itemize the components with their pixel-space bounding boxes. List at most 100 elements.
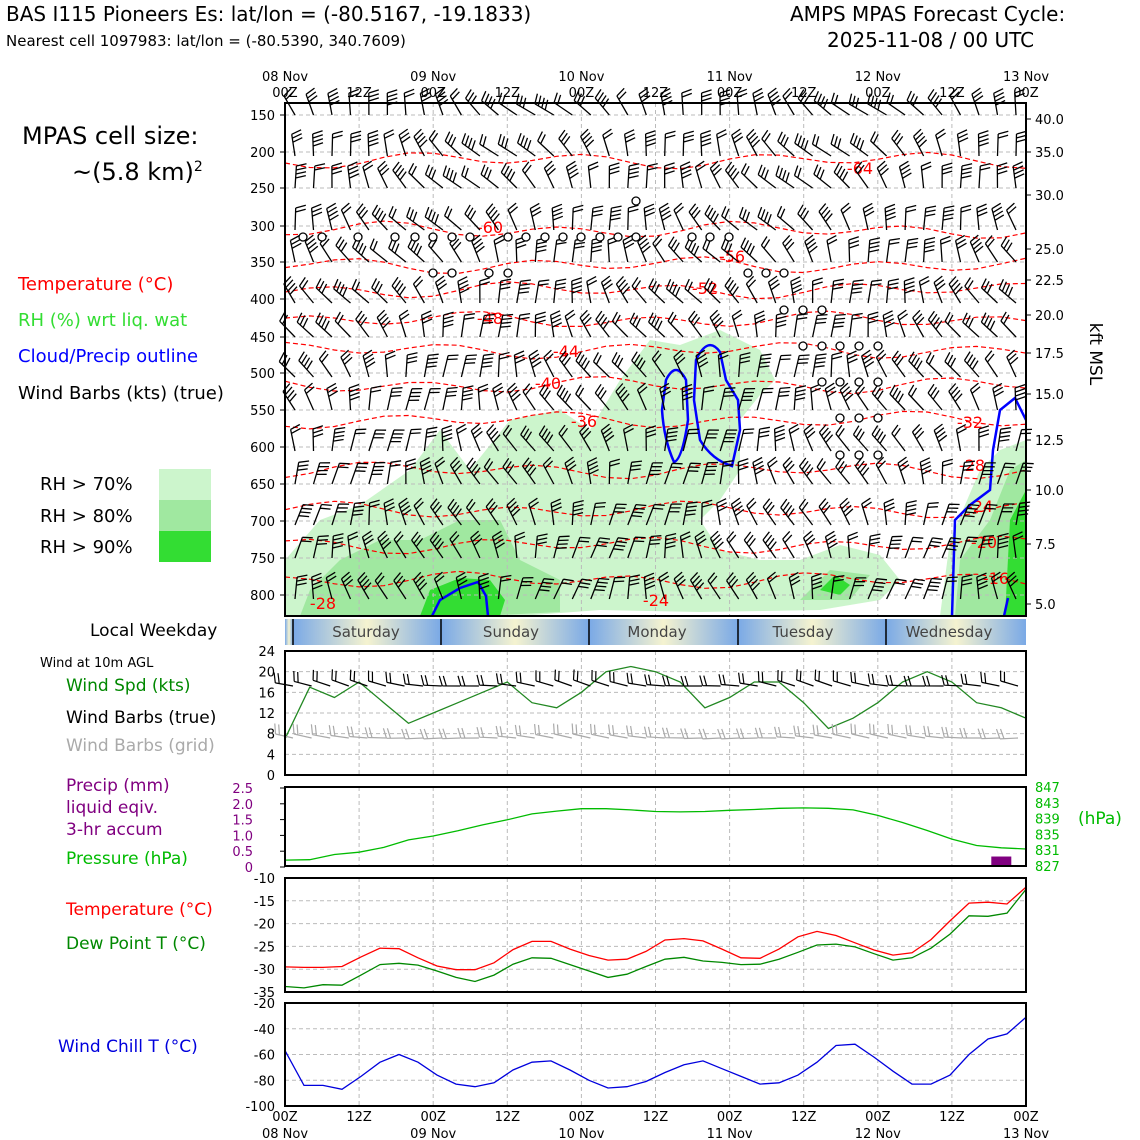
pressure-tick: 550 [250,404,275,419]
bottom-date-label: 08 Nov [262,1127,308,1140]
calm-wind-circle [631,196,641,206]
wind-barb [347,531,359,559]
wind-barb [335,236,351,263]
wind-barb [564,456,577,485]
wind-barb [679,161,692,189]
wind-barb [455,571,468,600]
wind-barb [528,349,542,378]
wind-barb [491,530,505,559]
wind-barb [818,424,834,452]
wind-barb [645,535,662,559]
wind-barb [608,162,620,189]
wind-barb [368,499,380,526]
calm-wind-circle [465,232,475,242]
kft-tick: 22.5 [1035,274,1064,289]
wind-barb [991,202,1005,231]
calm-wind-circle [854,341,864,351]
ws-tick: 12 [258,707,275,722]
wind-barb [861,497,872,526]
wind-barb [376,309,391,338]
wind-barb [695,349,709,378]
wind-barb [757,206,777,231]
wind-barb [587,161,599,189]
wind-barb [492,382,505,411]
wind-barb [977,130,989,157]
wind-barb [575,351,592,378]
wind-barb [684,237,703,263]
wind-barb [745,571,761,600]
top-date-label: 12 Nov [855,70,901,85]
wind-barb [457,675,479,687]
wind-barb [766,571,778,600]
wind-barb [407,237,425,263]
wind-barb [867,93,887,116]
precip-tick: 0 [245,861,253,876]
wind-barb [515,93,536,116]
wind-barb [385,671,405,687]
wind-barb [347,161,360,189]
wind-chill-frame [284,1002,1027,1107]
kft-tick: 15.0 [1035,388,1064,403]
wind-barb [645,462,663,485]
wind-barb [944,351,961,378]
isotherm-label: -24 [643,591,669,610]
wind-barb [631,277,647,304]
wind-barb [571,723,591,739]
bottom-time-tick: 12Z [495,1110,521,1125]
wind-barb [282,383,297,411]
top-time-tick: 12Z [346,86,372,101]
wind-barb [673,202,684,231]
wind-barb [292,723,312,739]
wind-barb [368,385,382,411]
weekday-label-sunday: Sunday [483,623,539,641]
wind-barb [717,350,729,378]
wind-barb [554,669,573,687]
wind-barb [298,277,315,304]
wind-barb [911,423,925,452]
wind-barb [626,725,647,739]
wind-barb [406,206,425,231]
wind-barb [377,530,392,559]
weekday-label-wednesday: Wednesday [906,623,993,641]
wind-barb [897,309,908,338]
pressure-tick: 500 [250,367,275,382]
wind-barb [887,723,907,739]
wind-barb [480,164,499,189]
wind-barb [502,457,518,485]
wind-barb [876,160,889,189]
wind-barb [652,235,666,263]
wind-barb [386,460,402,485]
wind-barb [571,277,583,304]
wind-barb [294,460,310,485]
wind-barb [1012,531,1024,559]
calm-wind-circle [854,377,864,387]
pressure-hpa-tick: 847 [1035,781,1060,796]
wind-barb [294,163,307,189]
calm-wind-circle [835,377,845,387]
isotherm-label: -36 [571,412,597,431]
wind-barb [478,572,490,600]
wind-barb [933,275,946,304]
wind-barb [701,461,719,485]
wind-barb [803,423,816,452]
wind-barb [355,203,370,231]
wind-chill-label: Wind Chill T (°C) [58,1037,198,1057]
wind-barb [304,382,315,411]
wind-barb [773,424,786,452]
isotherm-label: -64 [847,159,873,178]
wind-barb [507,382,521,411]
wind-barb [867,578,888,600]
wind-barb [434,275,448,304]
wind-barb [719,460,734,485]
bottom-time-tick: 00Z [717,1110,743,1125]
wind-barb [884,203,896,231]
wind-barb [326,382,339,411]
wind-barb [333,278,351,304]
wind-barb [948,276,963,304]
calm-wind-circle [724,232,734,242]
wind-barb [767,275,780,304]
wind-barb [1006,349,1019,378]
wind-barb [1000,670,1019,687]
wind-barb [461,165,481,189]
wind-barb [969,382,981,411]
